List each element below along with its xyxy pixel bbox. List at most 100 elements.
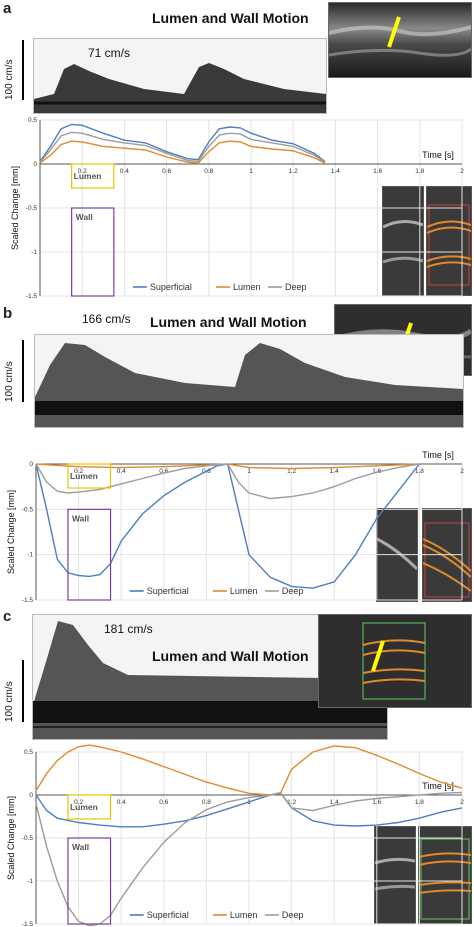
x-tick-label: 0.6: [159, 799, 168, 806]
x-tick-label: 0.4: [117, 468, 126, 475]
series-line-deep: [35, 791, 463, 927]
x-tick-label: 2: [460, 799, 464, 806]
legend-entry: Superficial: [147, 586, 189, 596]
legend-entry: Deep: [285, 282, 307, 292]
wall-box-label: Wall: [72, 513, 89, 523]
legend-entry: Superficial: [147, 910, 189, 920]
x-tick-label: 1: [249, 168, 253, 175]
lumen-box-label: Lumen: [70, 802, 98, 812]
wall-box: [67, 508, 112, 601]
velocity-scale-bar: [22, 660, 24, 722]
peak-velocity-label: 181 cm/s: [104, 622, 153, 636]
x-tick-label: 1.8: [415, 799, 424, 806]
x-tick-label: 1.4: [330, 799, 339, 806]
wall-box-label: Wall: [76, 212, 93, 222]
segmentation-inset-raw: [374, 826, 416, 924]
panel-label: c: [3, 608, 12, 625]
y-tick-label: -1.5: [22, 597, 34, 604]
legend-entry: Deep: [282, 586, 304, 596]
y-tick-label: -1: [31, 249, 37, 256]
lumen-box: [71, 163, 115, 189]
x-tick-label: 2: [460, 168, 464, 175]
y-axis-title: Scaled Change [mm]: [6, 490, 16, 574]
y-tick-label: -0.5: [26, 205, 38, 212]
x-tick-label: 0.2: [74, 468, 83, 475]
segmentation-inset-overlay: [426, 186, 472, 296]
wall-box: [67, 837, 112, 925]
x-tick-label: 0.2: [74, 799, 83, 806]
x-tick-label: 0.4: [120, 168, 129, 175]
legend-entry: Lumen: [230, 910, 258, 920]
lumen-box-label: Lumen: [70, 471, 98, 481]
x-tick-label: 1.2: [287, 468, 296, 475]
y-tick-label: -1.5: [22, 921, 34, 927]
ultrasound-image: [328, 2, 472, 78]
x-axis-title: Time [s]: [422, 450, 454, 460]
x-tick-label: 0.8: [204, 168, 213, 175]
doppler-spectrum-graphic: [35, 335, 463, 427]
x-tick-label: 1.2: [287, 799, 296, 806]
inset-raw-graphic: [375, 827, 415, 923]
chart-a: 0.2 0.4 0.6 0.8 1 1.2 1.4 1.6 1.8 2 0.5 0 -0.5 -1 -1.5…: [10, 117, 464, 300]
inset-overlay-graphic: [427, 187, 471, 295]
panel-title: Lumen and Wall Motion: [150, 314, 307, 330]
y-axis-title: Scaled Change [mm]: [6, 796, 16, 880]
series-line-lumen: [39, 140, 326, 164]
x-tick-label: 1.2: [289, 168, 298, 175]
legend-entry: Deep: [282, 910, 304, 920]
segmentation-inset-raw: [382, 186, 424, 296]
wall-box: [71, 207, 115, 297]
panel-label: b: [3, 305, 13, 322]
y-tick-label: 0: [33, 161, 37, 168]
ultrasound-image: [318, 614, 472, 708]
x-tick-label: 1.4: [331, 168, 340, 175]
x-tick-label: 1: [247, 468, 251, 475]
peak-velocity-label: 71 cm/s: [88, 46, 131, 60]
lumen-box: [67, 794, 112, 820]
series-line-superficial: [35, 463, 420, 589]
legend-entry: Superficial: [150, 282, 192, 292]
x-tick-label: 1.8: [415, 168, 424, 175]
lumen-box: [67, 463, 112, 489]
y-tick-label: 0.5: [24, 749, 33, 756]
panel-label: a: [3, 0, 12, 17]
panel-title: Lumen and Wall Motion: [152, 648, 309, 664]
y-tick-label: -0.5: [22, 506, 34, 513]
y-tick-label: 0: [29, 792, 33, 799]
velocity-scale-bar: [22, 340, 24, 402]
chart-c: 0.2 0.4 0.6 0.8 1 1.2 1.4 1.6 1.8 20.50-0.5-1-1.5…: [6, 744, 464, 927]
panel-a: a Lumen and Wall Motion 71 cm/s 100 cm/s: [0, 0, 474, 300]
x-tick-label: 2: [460, 468, 464, 475]
lumen-box-label: Lumen: [74, 171, 102, 181]
y-tick-label: -1.5: [26, 293, 38, 300]
series-line-superficial: [35, 792, 463, 828]
series-line-deep: [39, 131, 326, 163]
series-line-superficial: [39, 123, 326, 162]
x-tick-label: 0.4: [117, 799, 126, 806]
x-tick-label: 1.6: [372, 799, 381, 806]
panel-title: Lumen and Wall Motion: [152, 10, 309, 26]
series-line-deep: [35, 463, 420, 500]
panel-b: b Lumen and Wall Motion 166 cm/s 100 cm/…: [0, 0, 474, 602]
x-tick-label: 1.6: [373, 168, 382, 175]
y-tick-label: -0.5: [22, 835, 34, 842]
x-tick-label: 0.8: [202, 799, 211, 806]
y-tick-label: -1: [27, 552, 33, 559]
doppler-spectrum-graphic: [34, 39, 326, 113]
doppler-spectrum: [34, 334, 464, 428]
wall-box-label: Wall: [72, 842, 89, 852]
y-tick-label: -1: [27, 878, 33, 885]
legend-entry: Lumen: [230, 586, 258, 596]
series-line-lumen: [35, 744, 463, 796]
x-tick-label: 0.6: [162, 168, 171, 175]
x-tick-label: 1.4: [330, 468, 339, 475]
x-axis-title: Time [s]: [422, 150, 454, 160]
chart-b: 0.2 0.4 0.6 0.8 1 1.2 1.4 1.6 1.8 20-0.5-1-1.5Tim…: [6, 450, 464, 604]
legend-entry: Lumen: [233, 282, 261, 292]
ultrasound-image-graphic: [329, 3, 471, 77]
x-tick-label: 1.8: [415, 468, 424, 475]
y-tick-label: 0.5: [28, 117, 37, 124]
doppler-spectrum: [33, 38, 327, 114]
